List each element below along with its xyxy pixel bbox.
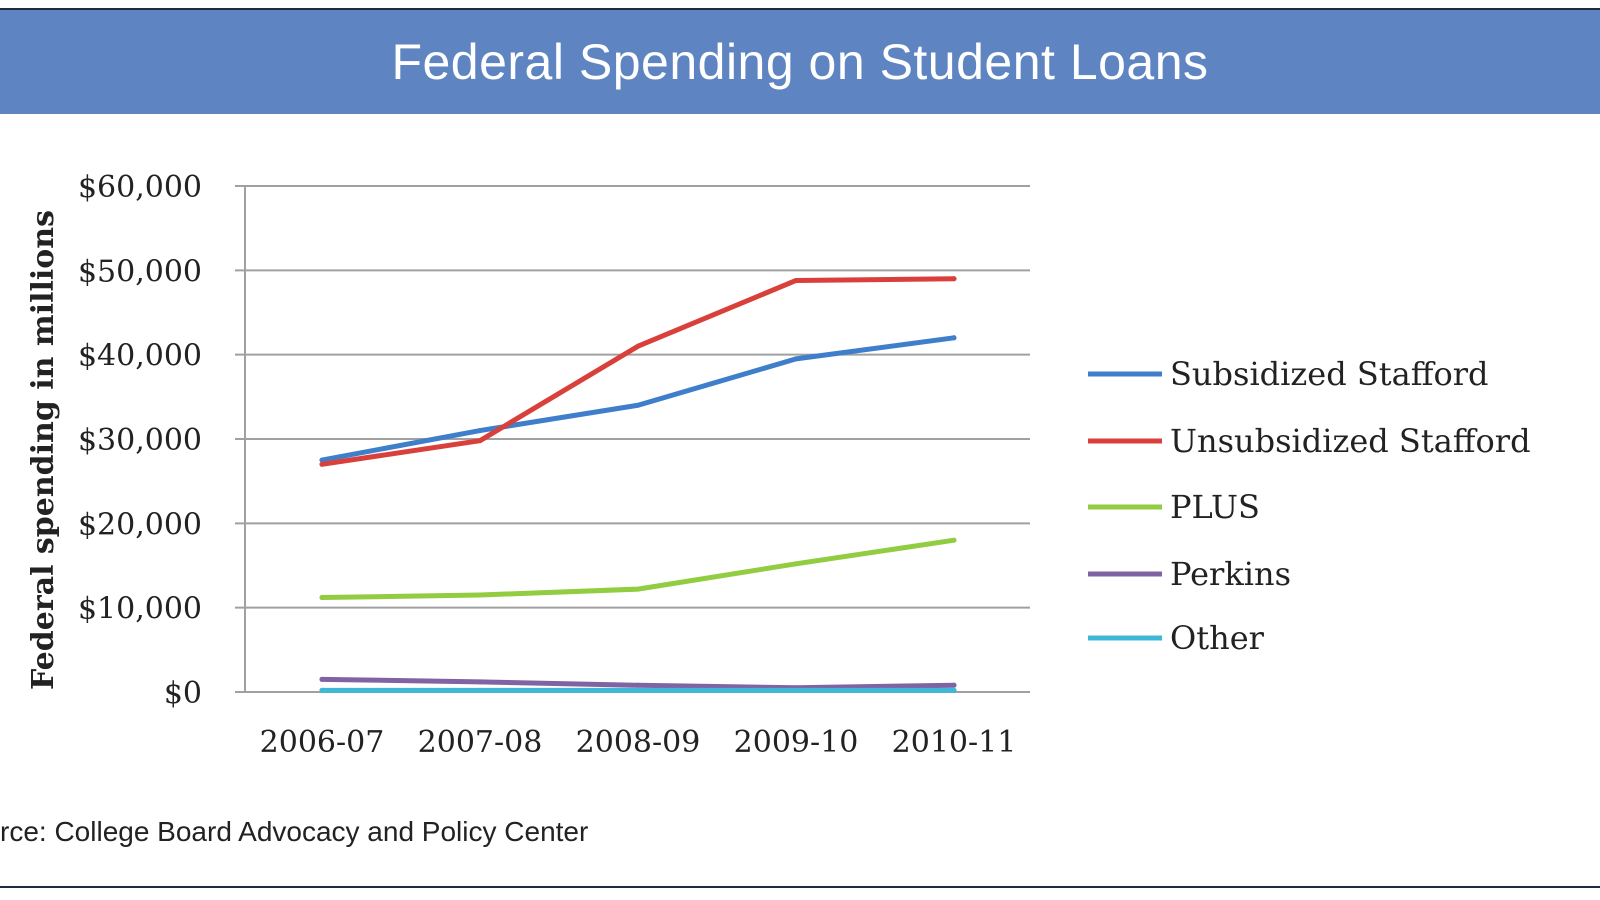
legend-label: Perkins xyxy=(1170,555,1291,593)
data-point xyxy=(951,335,957,341)
data-point xyxy=(477,438,483,444)
data-point xyxy=(635,682,641,688)
title-bar: Federal Spending on Student Loans xyxy=(0,10,1600,114)
chart-frame: Federal Spending on Student Loans xyxy=(0,8,1600,888)
chart-title: Federal Spending on Student Loans xyxy=(391,34,1209,90)
x-tick-label: 2006-07 xyxy=(260,725,385,760)
y-tick-label: $20,000 xyxy=(78,507,202,542)
legend-label: Other xyxy=(1170,619,1265,657)
data-point xyxy=(793,561,799,567)
data-point xyxy=(319,687,325,693)
data-point xyxy=(319,461,325,467)
data-point xyxy=(477,592,483,598)
data-point xyxy=(951,537,957,543)
legend-label: Unsubsidized Stafford xyxy=(1170,422,1531,460)
data-point xyxy=(951,687,957,693)
y-tick-label: $40,000 xyxy=(78,339,202,374)
series-line-0 xyxy=(319,335,957,463)
data-point xyxy=(319,595,325,601)
y-tick-label: $60,000 xyxy=(78,170,202,205)
data-point xyxy=(793,277,799,283)
data-point xyxy=(951,682,957,688)
y-tick-label: $0 xyxy=(164,676,202,711)
x-axis-ticks: 2006-07 2007-08 2008-09 2009-10 2010-11 xyxy=(260,725,1017,760)
data-point xyxy=(319,676,325,682)
gridlines xyxy=(235,185,1030,693)
data-point xyxy=(477,687,483,693)
data-point xyxy=(635,586,641,592)
y-tick-label: $30,000 xyxy=(78,423,202,458)
data-point xyxy=(951,276,957,282)
data-point xyxy=(793,687,799,693)
legend-label: PLUS xyxy=(1170,488,1260,526)
series-line-1 xyxy=(319,276,957,467)
x-tick-label: 2010-11 xyxy=(892,725,1017,760)
x-tick-label: 2009-10 xyxy=(734,725,859,760)
y-tick-label: $10,000 xyxy=(78,592,202,627)
source-note: rce: College Board Advocacy and Policy C… xyxy=(0,816,589,847)
data-point xyxy=(319,457,325,463)
series-lines xyxy=(319,276,957,693)
data-point xyxy=(477,428,483,434)
y-axis-label: Federal spending in millions xyxy=(26,210,61,690)
data-point xyxy=(635,343,641,349)
x-tick-label: 2008-09 xyxy=(576,725,701,760)
y-tick-label: $50,000 xyxy=(78,254,202,289)
x-tick-label: 2007-08 xyxy=(418,725,543,760)
data-point xyxy=(793,356,799,362)
legend: Subsidized Stafford Unsubsidized Stafford… xyxy=(1088,355,1531,657)
data-point xyxy=(477,679,483,685)
data-point xyxy=(635,687,641,693)
data-point xyxy=(635,402,641,408)
y-axis-ticks: $0 $10,000 $20,000 $30,000 $40,000 $50,000 $60… xyxy=(78,170,202,711)
legend-label: Subsidized Stafford xyxy=(1170,355,1488,393)
